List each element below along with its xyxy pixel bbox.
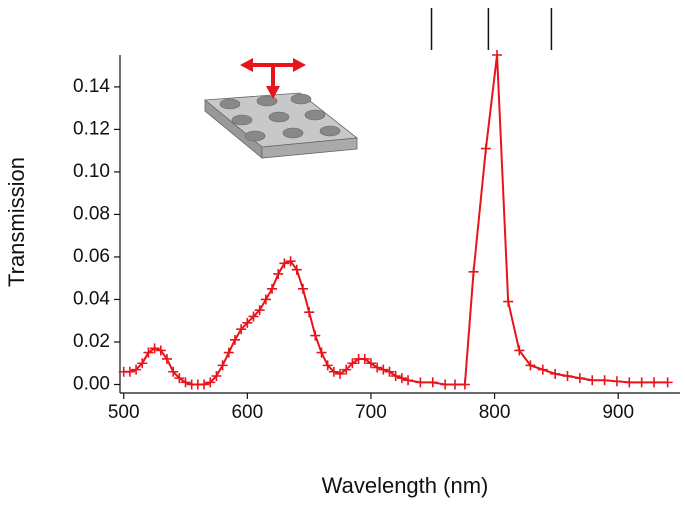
- data-point: [390, 370, 401, 381]
- inset-sample: [203, 58, 359, 159]
- x-tick-label: 800: [479, 402, 511, 423]
- data-point: [359, 353, 370, 364]
- data-point: [310, 330, 321, 341]
- y-tick-label: 0.02: [73, 331, 110, 352]
- y-tick-label: 0.14: [73, 76, 110, 97]
- data-point: [143, 347, 154, 358]
- data-point: [304, 307, 315, 318]
- data-point: [525, 360, 536, 371]
- x-tick-label: 700: [355, 402, 387, 423]
- data-point: [662, 377, 673, 388]
- x-tick-label: 500: [108, 402, 140, 423]
- data-point: [468, 266, 479, 277]
- data-point: [514, 345, 525, 356]
- data-point: [372, 362, 383, 373]
- data-point: [254, 305, 265, 316]
- data-point: [316, 347, 327, 358]
- data-point: [480, 143, 491, 154]
- data-point: [267, 283, 278, 294]
- data-point: [611, 376, 622, 387]
- data-point: [562, 370, 573, 381]
- data-point: [137, 358, 148, 369]
- data-point: [273, 268, 284, 279]
- data-point: [396, 373, 407, 384]
- data-point: [229, 334, 240, 345]
- data-point: [649, 377, 660, 388]
- data-point: [415, 377, 426, 388]
- y-tick-label: 0.00: [73, 374, 110, 395]
- data-point: [205, 377, 216, 388]
- data-point: [537, 364, 548, 375]
- data-point: [285, 256, 296, 267]
- data-point: [450, 379, 461, 390]
- data-point: [335, 368, 346, 379]
- data-point: [636, 377, 647, 388]
- data-point: [124, 366, 135, 377]
- data-point: [322, 360, 333, 371]
- data-point: [599, 375, 610, 386]
- data-point: [503, 296, 514, 307]
- data-point: [328, 366, 339, 377]
- data-point: [279, 258, 290, 269]
- data-point: [155, 345, 166, 356]
- x-tick-label: 900: [602, 402, 634, 423]
- data-point: [365, 358, 376, 369]
- y-tick-label: 0.08: [73, 203, 110, 224]
- data-point: [440, 379, 451, 390]
- y-tick-label: 0.04: [73, 288, 110, 309]
- data-point: [347, 358, 358, 369]
- data-point: [161, 353, 172, 364]
- data-point: [242, 317, 253, 328]
- y-tick-label: 0.10: [73, 161, 110, 182]
- data-point: [223, 347, 234, 358]
- data-point: [587, 375, 598, 386]
- data-point: [248, 311, 259, 322]
- x-tick-label: 600: [231, 402, 263, 423]
- data-point: [550, 368, 561, 379]
- data-point: [168, 366, 179, 377]
- data-point: [260, 294, 271, 305]
- y-tick-label: 0.12: [73, 118, 110, 139]
- data-point: [174, 373, 185, 384]
- y-axis-label: Transmission: [4, 157, 29, 287]
- data-point: [459, 379, 470, 390]
- data-point: [291, 264, 302, 275]
- data-point: [492, 50, 503, 60]
- data-point: [574, 373, 585, 384]
- data-point: [427, 377, 438, 388]
- data-point: [341, 364, 352, 375]
- data-point: [403, 375, 414, 386]
- data-point: [624, 377, 635, 388]
- x-axis-label: Wavelength (nm): [322, 473, 489, 498]
- y-tick-label: 0.06: [73, 246, 110, 267]
- data-point: [217, 360, 228, 371]
- data-point: [211, 370, 222, 381]
- data-point: [199, 379, 210, 390]
- data-point: [384, 366, 395, 377]
- data-point: [131, 364, 142, 375]
- data-point: [236, 324, 247, 335]
- data-point: [149, 343, 160, 354]
- data-point: [297, 283, 308, 294]
- data-point: [378, 364, 389, 375]
- data-point: [180, 377, 191, 388]
